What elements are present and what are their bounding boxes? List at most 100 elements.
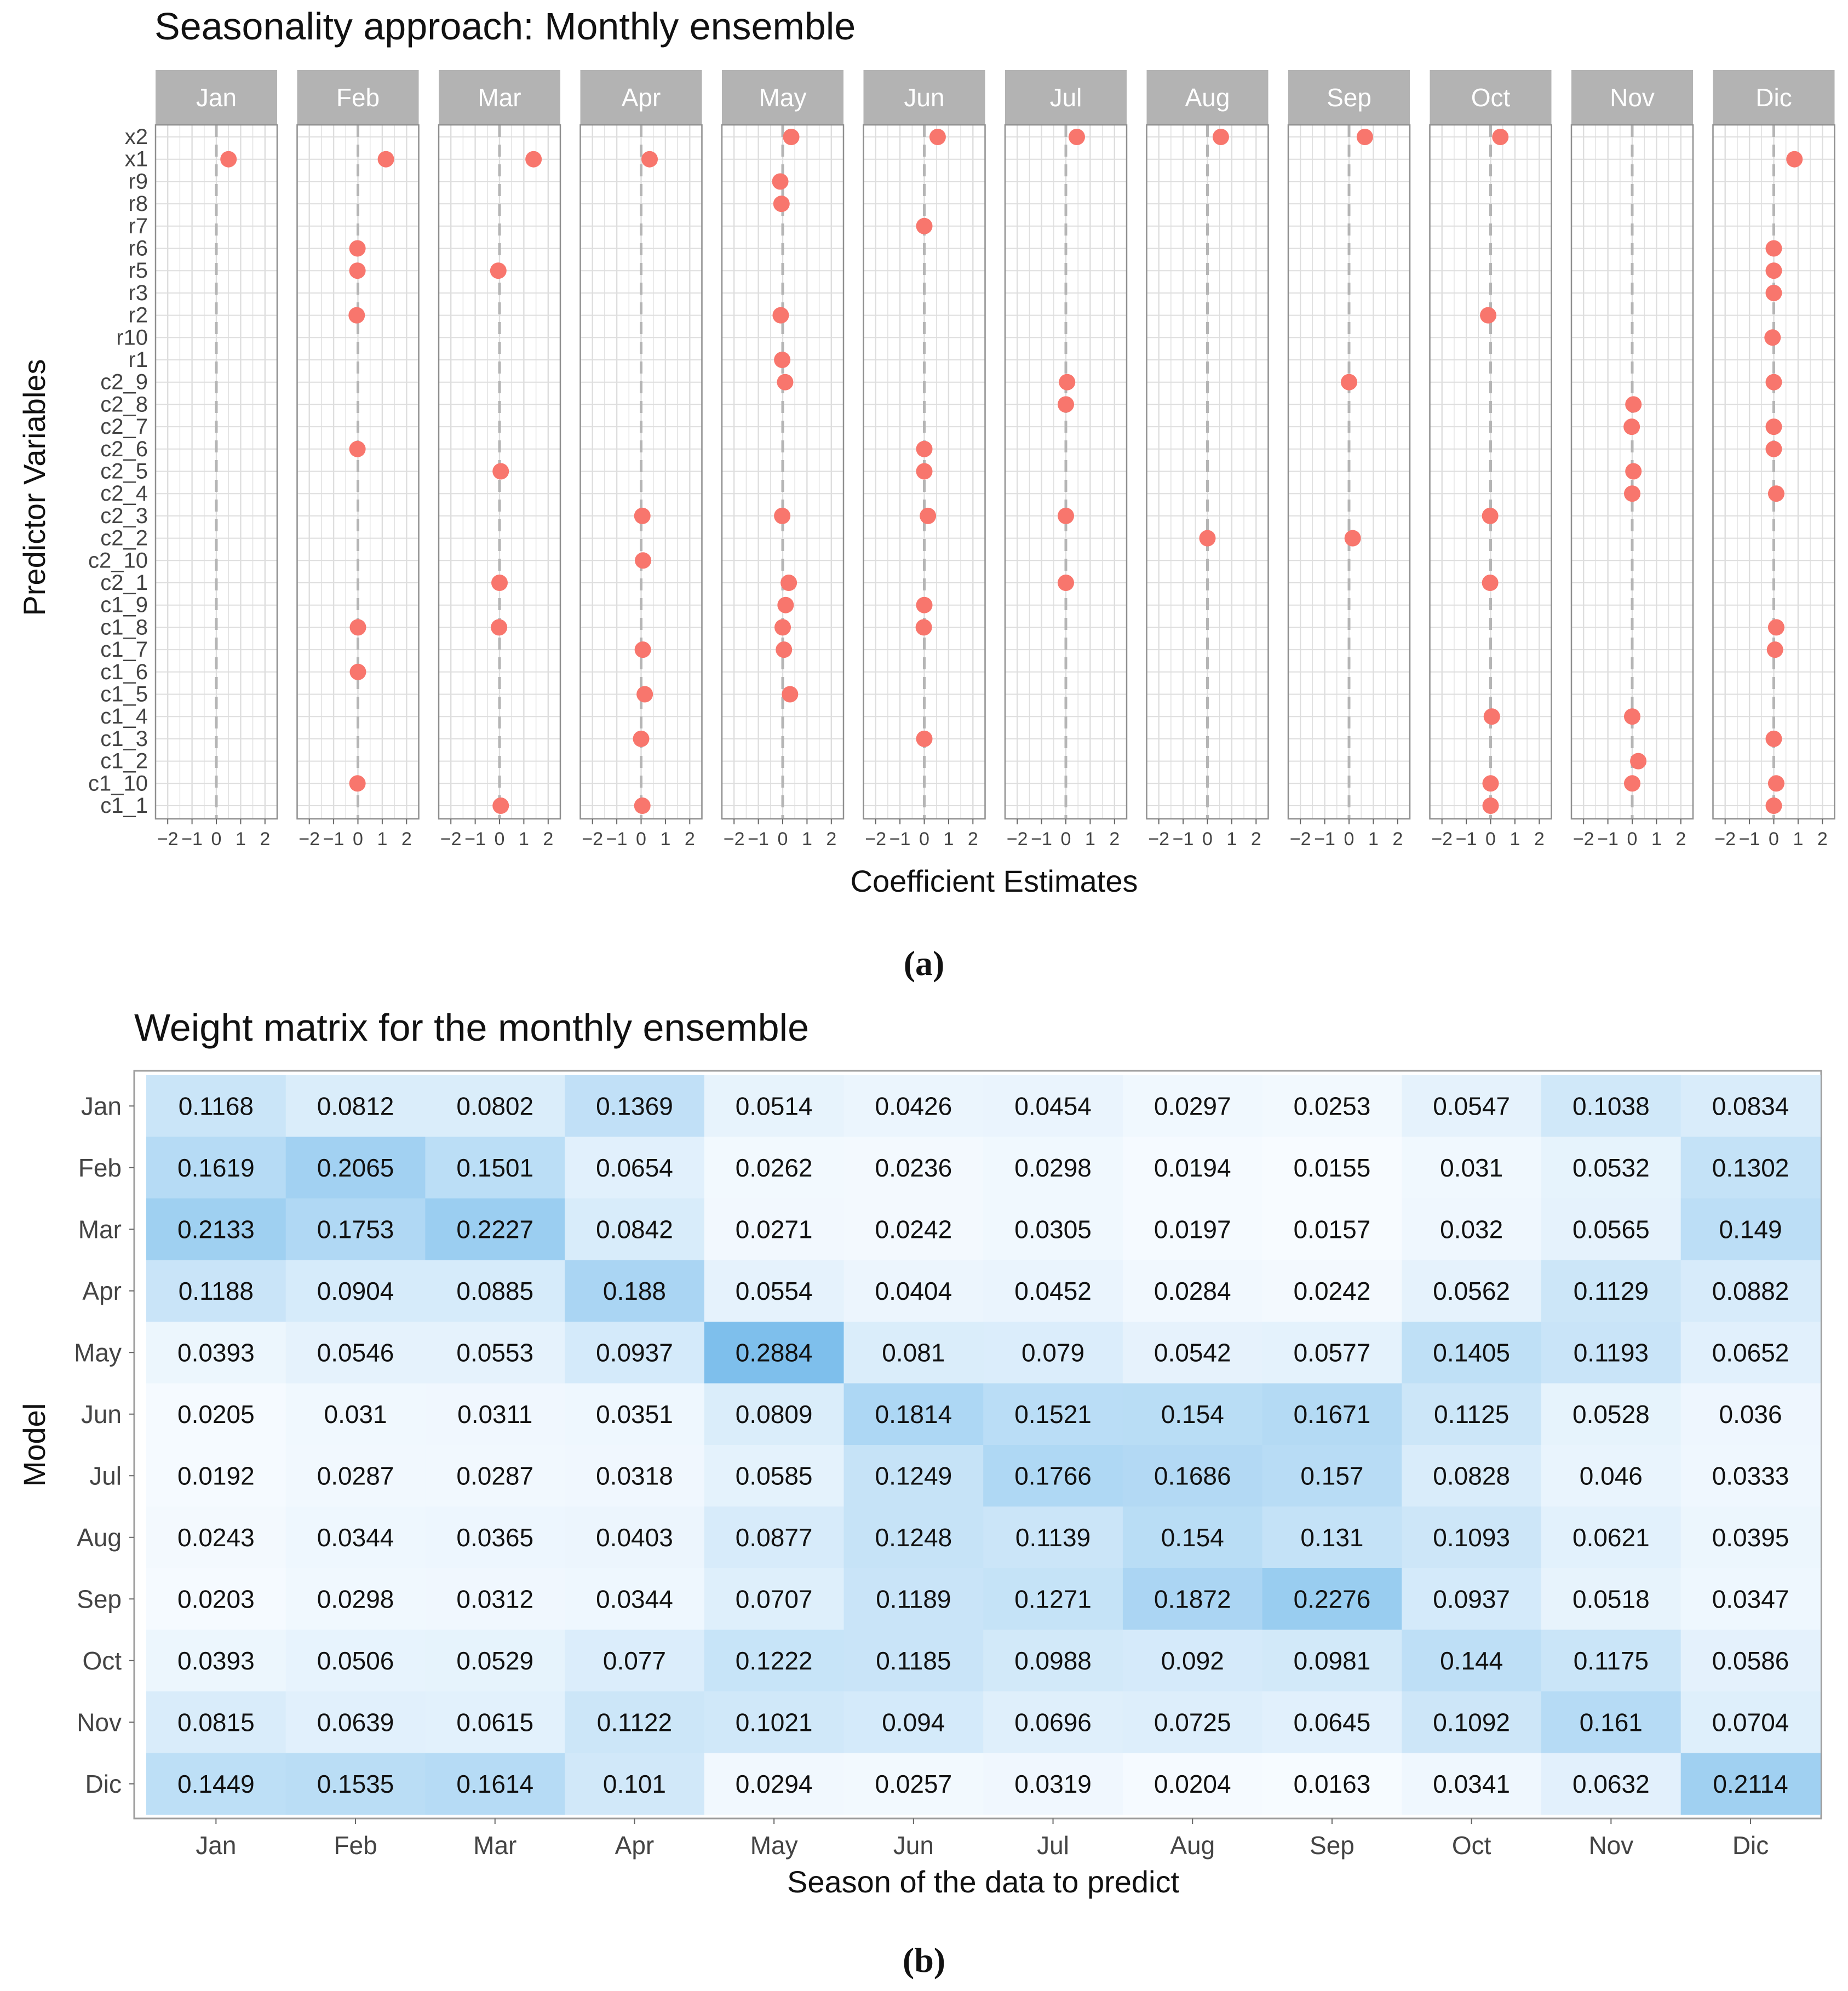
heatmap-cell-jan-jun: 0.0426	[843, 1075, 984, 1137]
heatmap-cell-fill	[1541, 1137, 1681, 1199]
heatmap-cell-fill	[565, 1753, 705, 1815]
heatmap-cell-fill	[285, 1753, 426, 1815]
y-tick-label-c2-2: c2_2	[100, 526, 148, 550]
heatmap-cell-value: 0.0645	[1294, 1708, 1371, 1736]
heatmap-cell-may-feb: 0.0546	[285, 1322, 426, 1384]
heatmap-cell-value: 0.0319	[1014, 1770, 1092, 1798]
heatmap-cell-fill	[843, 1137, 984, 1199]
facet-strip	[297, 70, 419, 125]
heatmap-cell-fill	[146, 1260, 286, 1322]
heatmap-cell-fill	[1402, 1445, 1542, 1507]
heatmap-cell-feb-mar: 0.1501	[425, 1137, 565, 1199]
heatmap-cell-value: 0.1872	[1154, 1585, 1231, 1613]
heatmap-cell-mar-aug: 0.0197	[1122, 1198, 1263, 1260]
column-label-dic: Dic	[1732, 1831, 1769, 1860]
facet-panel-may: May −2 −1 0 1 2	[721, 70, 845, 850]
y-tick-label-c2-3: c2_3	[100, 504, 148, 528]
heatmap-cell-fill	[843, 1260, 984, 1322]
heatmap-cell-dic-jul: 0.0319	[983, 1753, 1123, 1815]
heatmap-cell-fill	[704, 1137, 844, 1199]
coefficient-point-jul-c2-3	[1058, 507, 1074, 524]
coefficient-point-may-r1	[774, 352, 791, 368]
x-tick-label: −1	[1739, 829, 1760, 850]
x-tick-label: −2	[440, 829, 462, 850]
heatmap-cell-fill	[146, 1137, 286, 1199]
heatmap-cell-value: 0.1814	[875, 1400, 952, 1428]
heatmap-cell-sep-apr: 0.0344	[565, 1568, 705, 1630]
heatmap-cell-apr-oct: 0.0562	[1402, 1260, 1542, 1322]
x-tick-label: 0	[495, 829, 505, 850]
coefficient-point-dic-c1-7	[1766, 641, 1783, 658]
x-tick-label: 1	[1368, 829, 1379, 850]
heatmap-cell-value: 0.1222	[736, 1646, 813, 1675]
x-tick-label: −2	[1007, 829, 1028, 850]
coefficient-point-aug-x2	[1212, 129, 1229, 145]
facet-panel-sep: Sep −2 −1 0 1 2	[1287, 70, 1411, 850]
heatmap-cell-fill	[1262, 1260, 1402, 1322]
facet-strip-label: Dic	[1755, 83, 1792, 112]
column-label-feb: Feb	[334, 1831, 377, 1860]
heatmap-cell-value: 0.0155	[1294, 1154, 1371, 1182]
heatmap-cell-feb-apr: 0.0654	[565, 1137, 705, 1199]
heatmap-cell-fill	[1122, 1506, 1263, 1569]
y-tick-label-c1-1: c1_1	[100, 794, 148, 818]
heatmap-cell-fill	[1402, 1753, 1542, 1815]
heatmap-cell-value: 0.2227	[456, 1215, 533, 1243]
heatmap-cell-value: 0.0157	[1294, 1215, 1371, 1243]
heatmap-cell-fill	[285, 1383, 426, 1445]
coefficient-point-apr-c2-10	[635, 552, 652, 569]
heatmap-cell-value: 0.1686	[1154, 1461, 1231, 1490]
heatmap-frame	[133, 1070, 1822, 1820]
heatmap-cell-fill	[1541, 1260, 1681, 1322]
heatmap-cell-fill	[1541, 1568, 1681, 1630]
heatmap-cell-value: 0.0885	[456, 1277, 533, 1305]
heatmap-cell-value: 0.0287	[456, 1461, 533, 1490]
x-tick-label: −1	[606, 829, 628, 850]
heatmap-cell-fill	[146, 1568, 286, 1630]
coefficient-point-jul-c2-8	[1058, 396, 1074, 413]
coefficient-point-jul-c2-1	[1058, 575, 1074, 591]
heatmap-cell-value: 0.0271	[736, 1215, 813, 1243]
coefficient-point-may-c1-5	[782, 686, 799, 703]
heatmap-cell-jul-sep: 0.157	[1262, 1445, 1402, 1507]
heatmap-cell-apr-dic: 0.0882	[1680, 1260, 1821, 1322]
heatmap-cell-fill	[1680, 1629, 1821, 1692]
column-label-jun: Jun	[893, 1831, 934, 1860]
heatmap-cell-dic-sep: 0.0163	[1262, 1753, 1402, 1815]
heatmap-cell-fill	[1402, 1137, 1542, 1199]
coefficient-point-may-c1-9	[777, 596, 794, 613]
heatmap-cell-jan-may: 0.0514	[704, 1075, 844, 1137]
heatmap-cell-fill	[843, 1198, 984, 1260]
heatmap-cell-jan-dic: 0.0834	[1680, 1075, 1821, 1137]
heatmap-cell-fill	[565, 1568, 705, 1630]
heatmap-cell-fill	[285, 1629, 426, 1692]
heatmap-cell-value: 0.0236	[875, 1154, 952, 1182]
heatmap-cell-value: 0.0197	[1154, 1215, 1231, 1243]
x-tick-label: 1	[1793, 829, 1803, 850]
heatmap-cell-may-jul: 0.079	[983, 1322, 1123, 1384]
heatmap-cell-sep-feb: 0.0298	[285, 1568, 426, 1630]
heatmap-cell-oct-nov: 0.1175	[1541, 1629, 1681, 1692]
coefficient-point-nov-c2-5	[1625, 463, 1642, 480]
heatmap-cell-fill	[983, 1506, 1123, 1569]
heatmap-cell-value: 0.0815	[177, 1708, 255, 1736]
heatmap-cell-nov-jan: 0.0815	[146, 1691, 286, 1753]
heatmap-cell-value: 0.0284	[1154, 1277, 1231, 1305]
x-tick-label: 0	[1627, 829, 1638, 850]
heatmap-cell-fill	[1402, 1568, 1542, 1630]
heatmap-cell-feb-sep: 0.0155	[1262, 1137, 1402, 1199]
facet-panel-jun: Jun −2 −1 0 1 2	[863, 70, 986, 850]
y-tick-label-x1: x1	[125, 147, 148, 171]
row-label-nov: Nov	[77, 1708, 122, 1736]
heatmap-cell-value: 0.1249	[875, 1461, 952, 1490]
coefficient-point-jun-c1-3	[916, 730, 933, 747]
heatmap-cell-feb-oct: 0.031	[1402, 1137, 1542, 1199]
x-tick-label: −2	[724, 829, 745, 850]
coefficient-point-jun-x2	[929, 129, 946, 145]
heatmap-cell-value: 0.0988	[1014, 1646, 1092, 1675]
heatmap-cell-value: 0.1271	[1014, 1585, 1092, 1613]
heatmap-cell-jan-mar: 0.0802	[425, 1075, 565, 1137]
heatmap-cell-fill	[983, 1322, 1123, 1384]
heatmap-cell-value: 0.036	[1719, 1400, 1782, 1428]
